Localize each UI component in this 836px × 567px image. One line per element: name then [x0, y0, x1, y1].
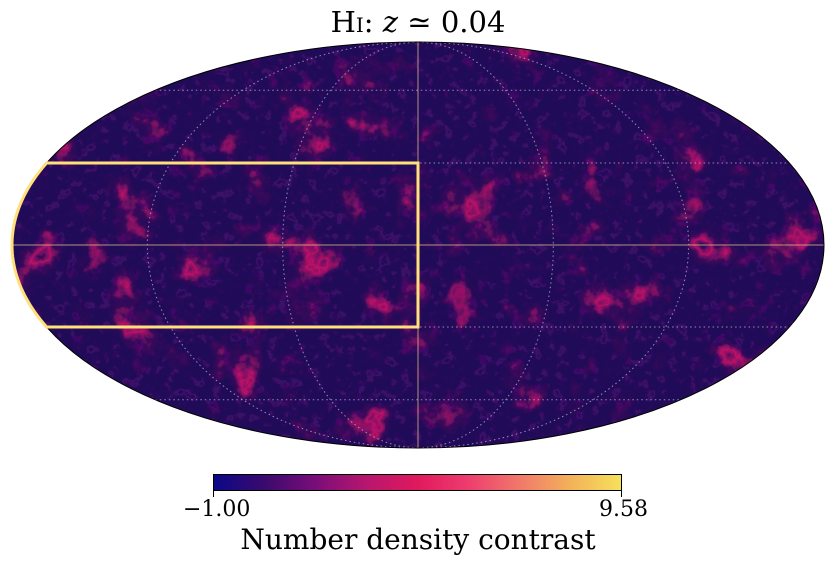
meridian-line — [282, 42, 419, 448]
title-symbol: z — [382, 5, 399, 39]
mollweide-map — [10, 41, 825, 449]
map-title: Hi: z ≃ 0.04 — [0, 4, 836, 40]
colorbar-tick-min — [213, 491, 214, 497]
sky-map — [10, 41, 825, 449]
highlight-region-outline — [10, 161, 420, 329]
title-separator: : — [363, 5, 374, 39]
meridian-line — [417, 42, 554, 448]
colorbar-tick-max — [621, 491, 622, 497]
colorbar-label: Number density contrast — [240, 523, 596, 556]
title-species: Hi — [330, 5, 364, 39]
colorbar — [213, 474, 622, 491]
title-value: 0.04 — [440, 5, 506, 39]
title-relation: ≃ — [407, 5, 432, 39]
colorbar-max-label: 9.58 — [599, 497, 648, 522]
colorbar-min-label: −1.00 — [183, 497, 251, 522]
